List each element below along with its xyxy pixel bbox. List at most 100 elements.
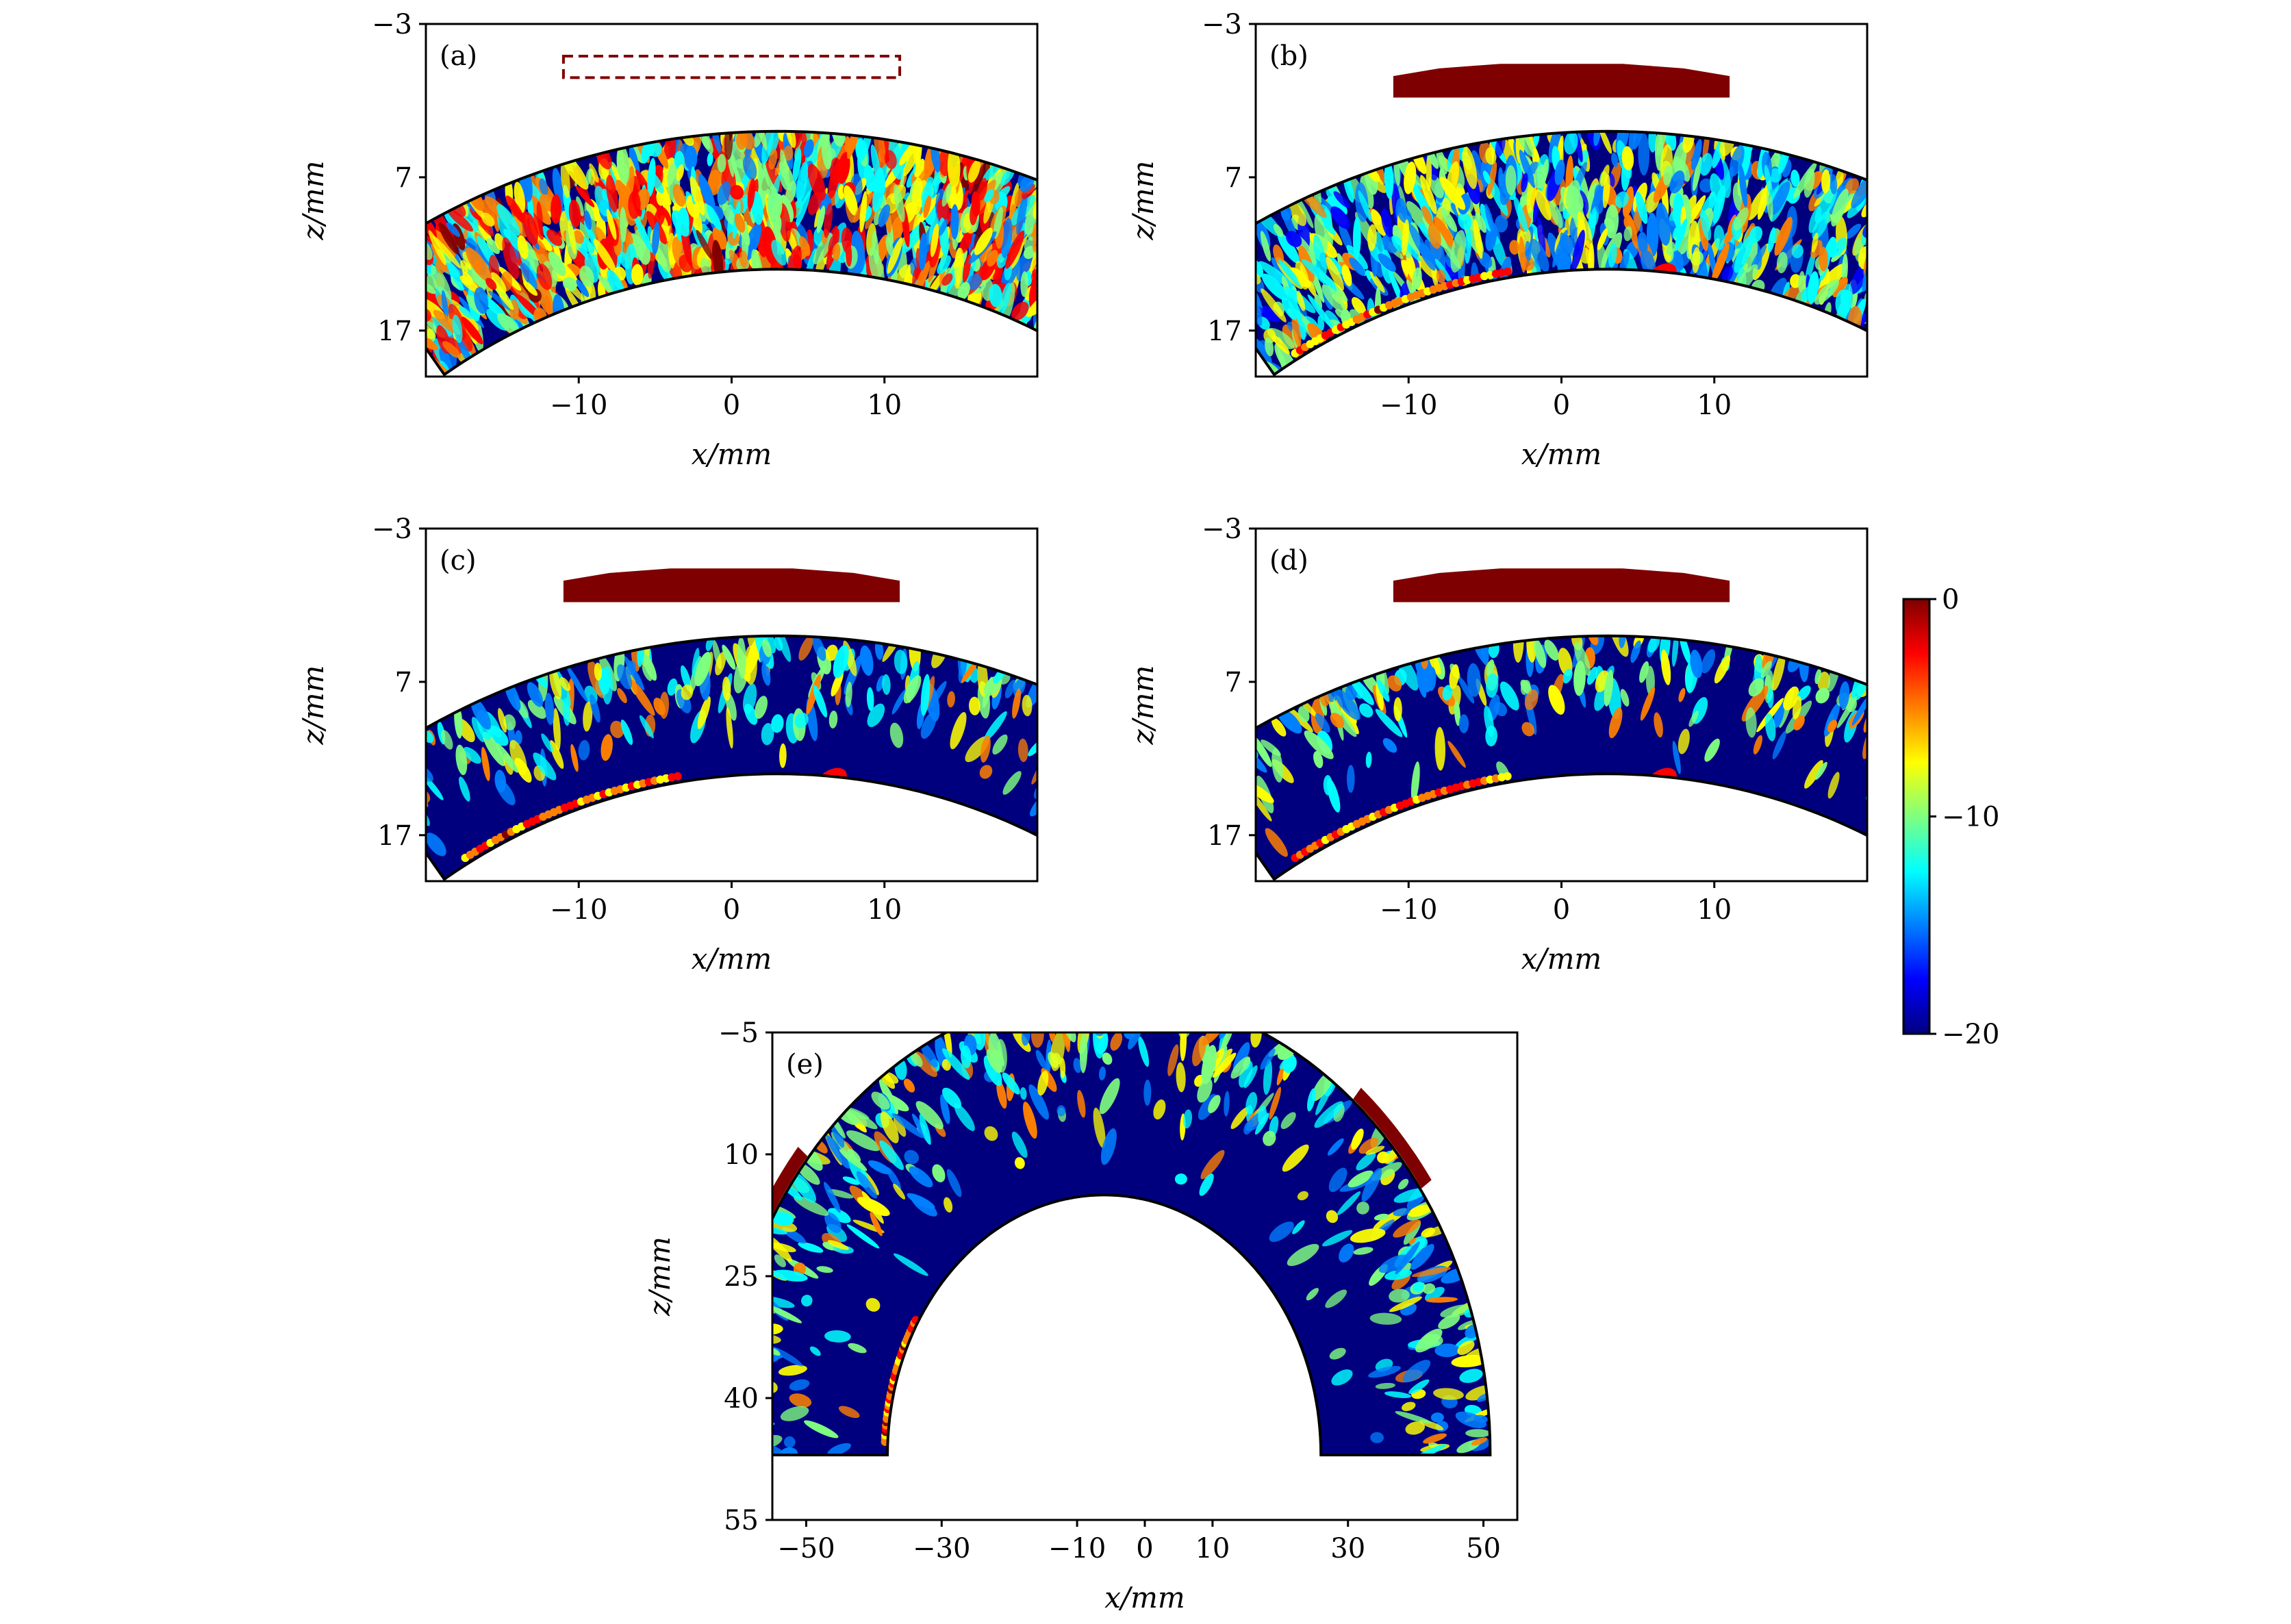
speckle — [980, 735, 991, 763]
x-tick-label: 0 — [1553, 894, 1570, 926]
speckle — [1051, 692, 1072, 713]
speckle — [874, 194, 887, 226]
speckle — [1519, 236, 1526, 273]
speckle — [779, 743, 787, 768]
speckle — [387, 240, 420, 266]
speckle — [979, 765, 993, 779]
speckle — [1120, 268, 1137, 285]
speckle — [1017, 738, 1028, 763]
speckle — [1812, 211, 1830, 240]
speckle — [1047, 253, 1075, 297]
speckle — [1977, 258, 1997, 290]
speckle — [1594, 184, 1604, 214]
speckle — [1960, 234, 1982, 275]
x-tick-label: −10 — [1380, 390, 1437, 421]
speckle — [1112, 322, 1128, 340]
speckle — [652, 221, 660, 255]
speckle — [1831, 188, 1849, 227]
speckle — [1398, 1178, 1409, 1190]
speckle — [1076, 291, 1103, 325]
speckle — [993, 207, 1003, 239]
speckle — [1436, 269, 1445, 284]
speckle — [1858, 246, 1867, 270]
speckle — [463, 746, 481, 764]
speckle — [884, 150, 897, 170]
speckle — [1078, 348, 1111, 377]
speckle — [1130, 259, 1167, 294]
speckle — [1261, 739, 1281, 757]
speckle — [914, 158, 924, 178]
speckle — [1085, 325, 1118, 351]
speckle — [1098, 320, 1127, 344]
speckle — [509, 739, 527, 775]
speckle — [1132, 765, 1153, 787]
speckle — [1050, 263, 1067, 283]
speckle — [1212, 765, 1232, 792]
speckle — [1113, 254, 1133, 274]
x-tick-label: 10 — [867, 390, 902, 421]
speckle — [1692, 246, 1701, 274]
x-tick-label: 10 — [1697, 894, 1732, 926]
speckle — [381, 291, 418, 318]
speckle — [1256, 735, 1272, 767]
speckle — [1714, 655, 1731, 684]
speckle — [1076, 201, 1095, 227]
y-tick-label: 40 — [724, 1383, 759, 1414]
speckle — [1163, 272, 1174, 294]
speckle — [1021, 183, 1035, 199]
notch-line — [776, 275, 855, 309]
speckle — [1729, 144, 1745, 177]
speckle — [798, 635, 813, 661]
speckle — [1887, 205, 1908, 234]
speckle — [676, 164, 684, 181]
speckle — [998, 282, 1011, 316]
speckle — [1058, 203, 1070, 245]
image-field — [1206, 131, 1997, 379]
speckle — [1909, 347, 1944, 379]
speckle — [1130, 296, 1165, 322]
speckle — [1075, 335, 1094, 359]
speckle — [431, 265, 452, 301]
speckle — [724, 1444, 737, 1457]
speckle — [1408, 1204, 1432, 1217]
speckle — [772, 1442, 785, 1456]
speckle — [1458, 714, 1469, 733]
speckle — [1106, 731, 1115, 771]
speckle — [1100, 329, 1116, 363]
speckle — [1054, 242, 1069, 259]
speckle — [1941, 220, 1956, 235]
speckle — [1048, 227, 1084, 260]
speckle — [1219, 277, 1241, 309]
speckle — [1295, 260, 1309, 290]
speckle — [1235, 726, 1253, 757]
speckle — [1072, 201, 1103, 232]
speckle — [772, 1323, 783, 1335]
speckle — [1059, 287, 1099, 327]
speckle — [1961, 275, 1990, 316]
speckle — [1112, 319, 1128, 352]
speckle — [1586, 666, 1598, 685]
notch-line — [776, 780, 832, 813]
speckle — [1105, 1015, 1113, 1027]
speckle — [778, 203, 791, 242]
speckle — [1059, 316, 1084, 358]
speckle — [1206, 264, 1228, 304]
speckle — [1074, 296, 1098, 325]
speckle — [1029, 787, 1037, 817]
speckle — [717, 153, 726, 173]
field-background — [772, 1032, 1491, 1456]
speckle — [1083, 249, 1106, 283]
speckle — [803, 139, 814, 158]
speckle — [791, 1171, 816, 1203]
speckle — [1384, 160, 1394, 199]
speckle — [1351, 1128, 1364, 1150]
speckle — [1906, 251, 1924, 270]
speckle — [1404, 161, 1417, 194]
speckle — [1954, 322, 1968, 366]
speckle — [1139, 753, 1176, 784]
speckle — [372, 249, 405, 279]
speckle — [1113, 741, 1132, 780]
speckle — [1540, 159, 1549, 190]
speckle — [1925, 221, 1945, 238]
speckle — [1931, 258, 1948, 279]
